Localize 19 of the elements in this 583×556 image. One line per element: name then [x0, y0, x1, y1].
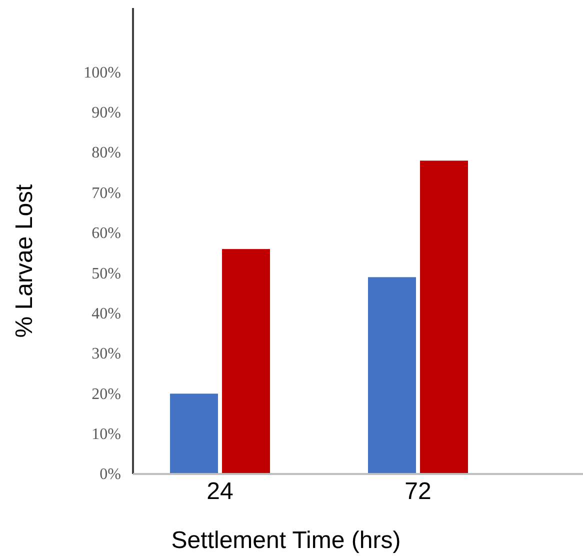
- bar: [222, 249, 270, 474]
- x-tick-label: 72: [404, 478, 432, 506]
- y-tick-label: 30%: [92, 346, 121, 363]
- y-tick-label: 100%: [84, 64, 121, 82]
- y-axis-title: % Larvae Lost: [11, 184, 38, 338]
- y-tick-label: 90%: [92, 104, 121, 122]
- bar: [368, 277, 416, 474]
- y-tick-label: 60%: [92, 225, 121, 242]
- y-tick-label: 70%: [92, 184, 121, 202]
- bar: [420, 160, 468, 474]
- bar: [170, 394, 218, 474]
- x-tick-label: 24: [206, 478, 234, 506]
- x-axis-title: Settlement Time (hrs): [171, 527, 401, 554]
- y-tick-label: 50%: [92, 265, 121, 282]
- y-tick-label: 40%: [92, 305, 121, 322]
- y-tick-label: 0%: [100, 466, 121, 484]
- y-tick-label: 80%: [92, 144, 121, 162]
- y-tick-label: 10%: [92, 426, 121, 443]
- y-tick-label: 20%: [92, 386, 121, 403]
